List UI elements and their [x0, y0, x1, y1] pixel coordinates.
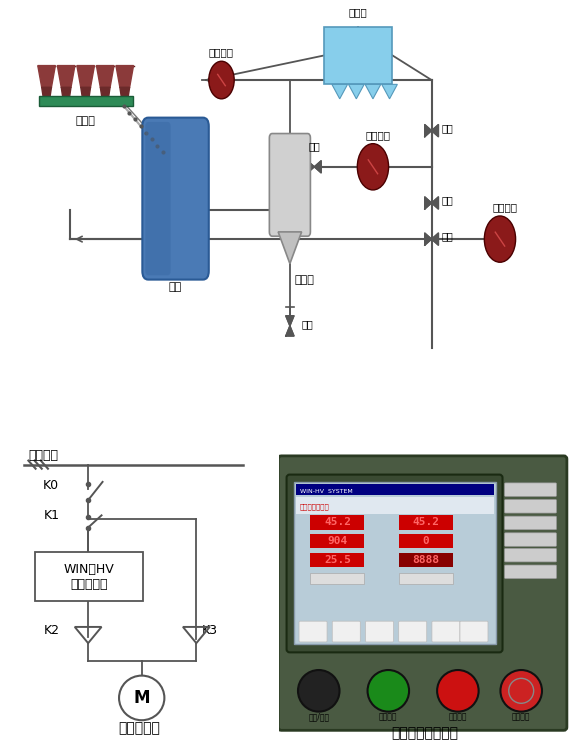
Polygon shape: [96, 66, 114, 88]
Text: K3: K3: [201, 624, 218, 637]
Text: 高压母线: 高压母线: [28, 449, 58, 462]
FancyBboxPatch shape: [504, 483, 556, 497]
FancyBboxPatch shape: [311, 553, 364, 567]
FancyBboxPatch shape: [287, 474, 503, 652]
Polygon shape: [77, 66, 95, 88]
Circle shape: [298, 670, 340, 711]
Text: 均化库: 均化库: [295, 275, 315, 285]
Polygon shape: [286, 316, 294, 336]
Text: 阀门: 阀门: [441, 123, 453, 132]
Text: 阀门: 阀门: [441, 231, 453, 241]
Polygon shape: [425, 233, 438, 245]
FancyBboxPatch shape: [296, 497, 494, 514]
FancyBboxPatch shape: [324, 26, 393, 85]
FancyBboxPatch shape: [145, 122, 170, 275]
Text: 系统复位: 系统复位: [449, 712, 467, 721]
Polygon shape: [365, 85, 381, 99]
Circle shape: [357, 144, 389, 190]
Polygon shape: [332, 85, 348, 99]
Circle shape: [437, 670, 479, 711]
Text: 配料站: 配料站: [76, 116, 96, 126]
Polygon shape: [382, 85, 397, 99]
Text: 微能高压变频器: 微能高压变频器: [300, 503, 330, 510]
Text: 磨机: 磨机: [169, 282, 182, 292]
Polygon shape: [116, 66, 133, 88]
Circle shape: [209, 61, 234, 99]
Polygon shape: [58, 66, 75, 88]
FancyBboxPatch shape: [432, 621, 460, 642]
FancyBboxPatch shape: [398, 515, 453, 530]
Text: 25.5: 25.5: [324, 555, 351, 565]
FancyBboxPatch shape: [294, 482, 496, 644]
FancyBboxPatch shape: [504, 516, 556, 530]
Text: 远程/本地: 远程/本地: [308, 712, 329, 721]
Polygon shape: [348, 85, 364, 99]
FancyBboxPatch shape: [504, 565, 556, 578]
Circle shape: [484, 216, 516, 263]
Text: 904: 904: [327, 536, 348, 546]
FancyBboxPatch shape: [504, 548, 556, 562]
Text: K1: K1: [43, 509, 59, 522]
Text: M: M: [133, 689, 150, 707]
Text: 除尘风机: 除尘风机: [209, 47, 234, 58]
Text: 触摸屏现场运行图: 触摸屏现场运行图: [391, 726, 458, 741]
FancyBboxPatch shape: [311, 574, 364, 583]
FancyBboxPatch shape: [365, 621, 393, 642]
FancyBboxPatch shape: [311, 534, 364, 548]
FancyBboxPatch shape: [311, 515, 364, 530]
Text: K2: K2: [43, 624, 59, 637]
FancyBboxPatch shape: [332, 621, 360, 642]
Text: 8888: 8888: [412, 555, 439, 565]
Text: 收尘器: 收尘器: [349, 7, 368, 17]
Polygon shape: [38, 66, 55, 88]
Polygon shape: [278, 232, 302, 264]
FancyBboxPatch shape: [296, 484, 494, 495]
Text: 高压变频器: 高压变频器: [70, 577, 107, 591]
Polygon shape: [42, 88, 51, 100]
FancyBboxPatch shape: [142, 117, 209, 280]
FancyBboxPatch shape: [504, 533, 556, 546]
Circle shape: [500, 670, 542, 711]
Text: 循环风机: 循环风机: [365, 130, 390, 140]
Text: 45.2: 45.2: [324, 518, 351, 527]
Polygon shape: [425, 197, 438, 209]
FancyBboxPatch shape: [398, 534, 453, 548]
Text: 阀门: 阀门: [441, 195, 453, 205]
Text: 0: 0: [422, 536, 429, 546]
Text: K0: K0: [43, 479, 59, 492]
Text: 电气系统图: 电气系统图: [119, 721, 161, 735]
Text: WIN-HV  SYSTEM: WIN-HV SYSTEM: [300, 488, 353, 494]
Text: WIN－HV: WIN－HV: [63, 562, 114, 576]
Text: 工频切换: 工频切换: [379, 712, 397, 721]
Polygon shape: [100, 88, 110, 100]
FancyBboxPatch shape: [398, 553, 453, 567]
Polygon shape: [81, 88, 91, 100]
FancyBboxPatch shape: [504, 500, 556, 513]
FancyBboxPatch shape: [460, 621, 488, 642]
FancyBboxPatch shape: [270, 134, 311, 236]
Polygon shape: [425, 125, 438, 137]
Polygon shape: [120, 88, 129, 100]
FancyBboxPatch shape: [398, 621, 427, 642]
FancyBboxPatch shape: [278, 456, 567, 730]
FancyBboxPatch shape: [35, 552, 142, 601]
Circle shape: [368, 670, 409, 711]
Polygon shape: [307, 161, 321, 173]
FancyBboxPatch shape: [398, 574, 453, 583]
Text: 高压分闸: 高压分闸: [512, 712, 531, 721]
Polygon shape: [61, 88, 71, 100]
Circle shape: [119, 675, 164, 720]
FancyBboxPatch shape: [39, 96, 133, 106]
FancyBboxPatch shape: [299, 621, 327, 642]
Text: 阀门: 阀门: [308, 141, 320, 151]
Text: 45.2: 45.2: [412, 518, 439, 527]
Text: 高温风机: 高温风机: [492, 202, 518, 212]
Text: 阀门: 阀门: [302, 319, 314, 329]
